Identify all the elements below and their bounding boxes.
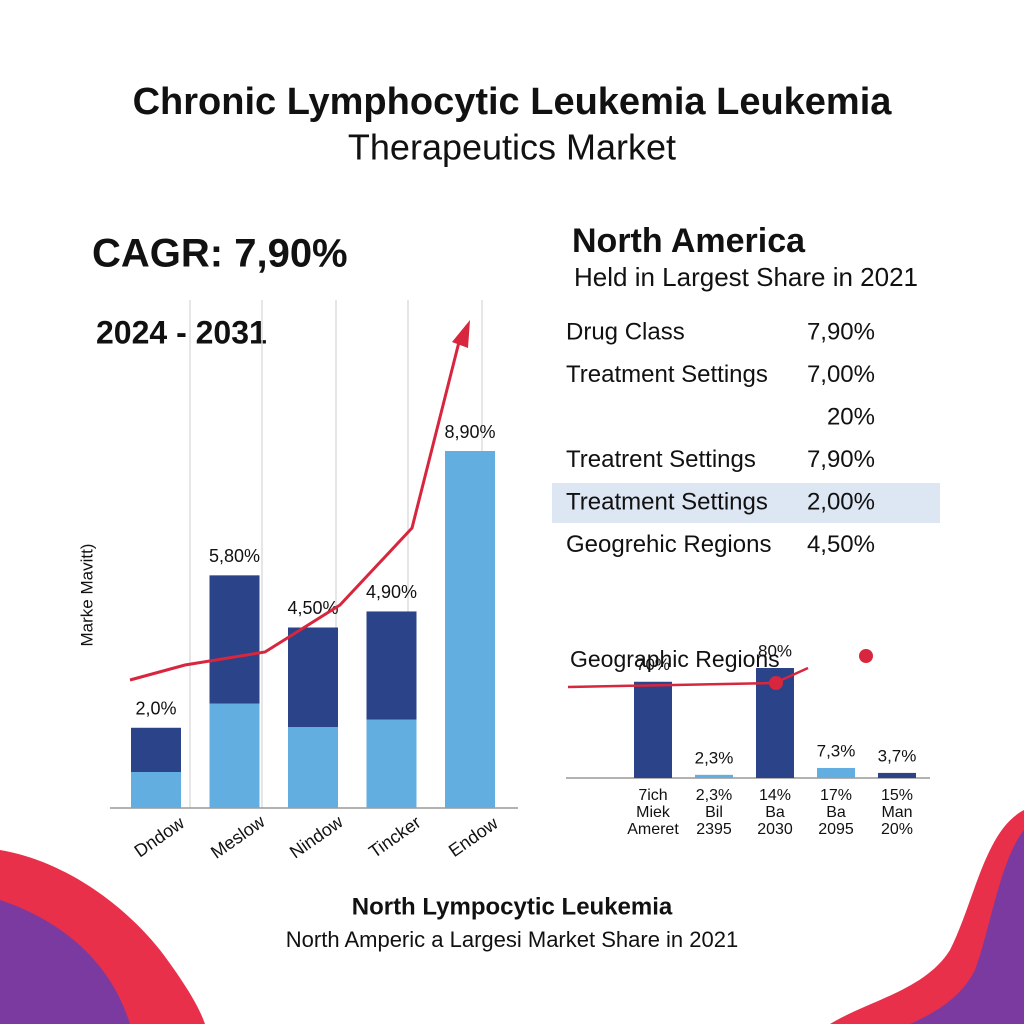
row-value: 4,50% <box>807 531 875 558</box>
value-label: 70% <box>636 655 670 674</box>
value-label: 2,3% <box>695 748 734 767</box>
x-tick-line: 2095 <box>818 821 854 838</box>
value-label: 4,90% <box>366 582 417 602</box>
value-label: 8,90% <box>444 422 495 442</box>
x-tick-line: Ba <box>765 804 785 821</box>
row-label: Treatrent Settings <box>566 446 756 473</box>
value-label: 3,7% <box>878 746 917 765</box>
x-tick-line: Ba <box>826 804 846 821</box>
x-tick-label: 15% Man 20% <box>881 787 913 838</box>
row-value: 2,00% <box>807 488 875 515</box>
value-label: 2,0% <box>135 699 176 719</box>
bar <box>209 575 260 808</box>
trend-arrow <box>452 320 470 348</box>
bar <box>131 727 181 808</box>
region-subtitle: Held in Largest Share in 2021 <box>574 262 918 292</box>
bar <box>634 681 672 778</box>
x-tick-line: Miek <box>636 804 671 821</box>
title: Chronic Lymphocytic Leukemia Leukemia <box>133 81 893 123</box>
x-tick-line: Bil <box>705 804 723 821</box>
row-label: Treatment Settings <box>566 488 768 515</box>
row-highlight <box>552 483 940 523</box>
x-tick-label: Endow <box>445 812 502 861</box>
x-tick-line: 2,3% <box>696 787 732 804</box>
chart-title: Geographic Regions <box>570 646 780 672</box>
period: 2024 - 2031 <box>96 314 267 350</box>
x-tick-label: Nindow <box>286 811 347 862</box>
region-title: North America <box>572 222 806 260</box>
x-tick-line: 2395 <box>696 821 732 838</box>
x-tick-line: Ameret <box>627 821 679 838</box>
bar <box>366 611 417 808</box>
x-tick-line: 20% <box>881 821 913 838</box>
x-tick-line: 14% <box>759 787 791 804</box>
trend-dot <box>769 676 783 690</box>
row-label: Geogrehic Regions <box>566 531 771 558</box>
x-tick-label: Meslow <box>207 811 269 863</box>
cagr: CAGR: 7,90% <box>92 232 348 276</box>
y-axis-label: Marke Mavitt) <box>77 544 96 647</box>
x-tick-label: 7ich Miek Ameret <box>627 787 679 838</box>
x-tick-label: 17% Ba 2095 <box>818 787 854 838</box>
bar <box>288 627 338 808</box>
bar <box>878 772 916 778</box>
x-tick-label: 14% Ba 2030 <box>757 787 793 838</box>
x-tick-label: Dndow <box>131 812 189 861</box>
value-label: 7,3% <box>817 741 856 760</box>
decor-blob <box>0 900 130 1024</box>
bar <box>695 774 733 778</box>
decor-blob <box>910 830 1024 1024</box>
x-tick-line: 15% <box>881 787 913 804</box>
value-label: 5,80% <box>209 546 260 566</box>
bar <box>445 451 495 808</box>
row-value: 7,00% <box>807 361 875 388</box>
row-value: 7,90% <box>807 318 875 345</box>
trend-line <box>129 337 462 682</box>
bar <box>817 767 855 778</box>
x-tick-line: 7ich <box>638 787 667 804</box>
row-label: Treatment Settings <box>566 361 768 388</box>
trend-dot <box>859 649 873 663</box>
row-value: 7,90% <box>807 446 875 473</box>
x-tick-label: 2,3% Bil 2395 <box>696 787 732 838</box>
title: Therapeutics Market <box>348 127 676 168</box>
value-label: 4,50% <box>287 598 338 618</box>
row-value: 20% <box>827 403 875 430</box>
value-label: 80% <box>758 641 792 660</box>
x-tick-label: Tincker <box>365 812 424 862</box>
row-label: Drug Class <box>566 318 685 345</box>
x-tick-line: Man <box>881 804 912 821</box>
x-tick-line: 2030 <box>757 821 793 838</box>
x-tick-line: 17% <box>820 787 852 804</box>
footer-title: North Lympocytic Leukemia <box>352 893 673 920</box>
footer-subtitle: North Amperic a Largesi Market Share in … <box>286 927 738 952</box>
